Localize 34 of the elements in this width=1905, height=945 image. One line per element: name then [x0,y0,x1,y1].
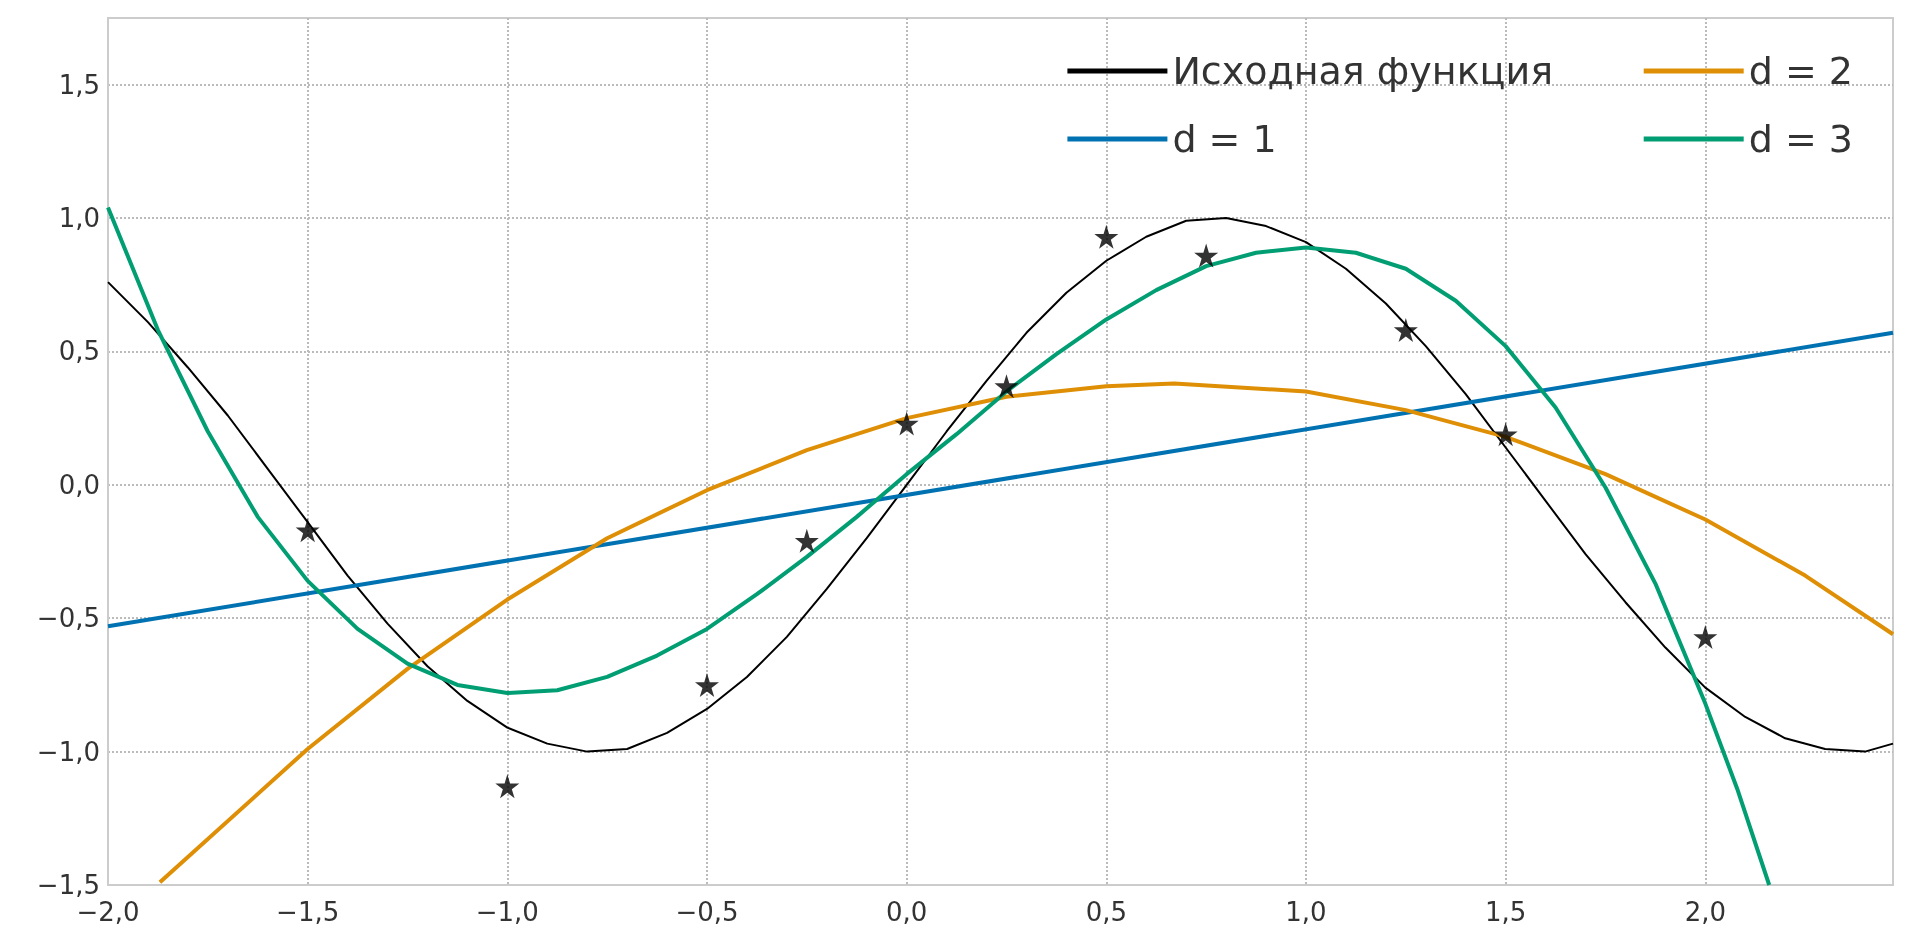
x-tick-label: −0,5 [675,897,739,927]
y-tick-label: 0,5 [58,336,100,367]
x-tick-label: −1,5 [276,897,340,927]
line-series [106,205,1772,887]
x-tick-label: −2,0 [76,897,140,927]
y-tick-label: −1,0 [36,736,100,767]
line-series [157,381,1895,885]
point [1493,422,1518,447]
point [1393,318,1418,343]
legend-label: d = 2 [1748,49,1853,93]
legend-label: d = 3 [1748,117,1853,161]
x-tick-label: 1,5 [1484,897,1527,927]
legend-label: d = 1 [1172,117,1277,161]
line-series [107,217,1894,753]
x-tick-label: 1,0 [1285,897,1327,927]
x-tick-label: 0,0 [885,897,928,927]
y-tick-label: 1,5 [58,69,100,100]
point [295,518,320,543]
point [794,528,819,553]
x-tick-label: −1,0 [475,897,539,927]
point [1693,624,1718,649]
x-tick-label: 0,5 [1085,897,1127,927]
point [994,374,1019,399]
point [1194,243,1219,268]
point [894,411,919,436]
x-tick-label: 2,0 [1684,897,1726,927]
point [694,672,719,697]
point [1094,224,1119,249]
y-tick-label: 0,0 [58,469,100,500]
y-tick-label: 1,0 [58,203,100,234]
point [495,774,520,799]
y-tick-label: −0,5 [36,603,100,634]
y-tick-label: −1,5 [36,870,100,900]
legend-label: Исходная функция [1172,49,1553,93]
